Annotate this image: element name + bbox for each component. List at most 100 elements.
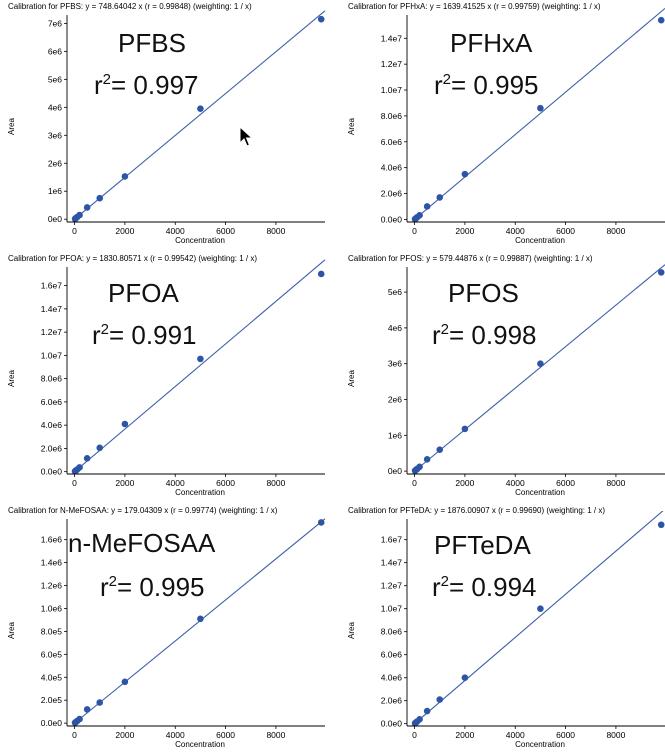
y-tick-label: 4.0e5 bbox=[41, 672, 63, 682]
y-axis-label: Area bbox=[7, 118, 16, 135]
y-tick-label: 1.0e7 bbox=[381, 604, 403, 614]
x-tick-label: 4000 bbox=[166, 730, 185, 740]
y-tick-label: 2.0e6 bbox=[41, 443, 63, 453]
data-point bbox=[436, 194, 444, 201]
y-tick-label: 8.0e6 bbox=[41, 374, 63, 384]
y-axis-label: Area bbox=[347, 622, 356, 639]
y-tick-label: 1e6 bbox=[388, 430, 402, 440]
y-tick-label: 6e6 bbox=[48, 46, 62, 56]
data-point bbox=[657, 521, 665, 529]
y-tick-label: 4.0e6 bbox=[381, 673, 403, 683]
y-tick-label: 0.0e0 bbox=[381, 719, 403, 729]
x-axis-label: Concentration bbox=[515, 740, 565, 749]
x-tick-label: 8000 bbox=[266, 226, 285, 236]
fit-line bbox=[414, 264, 665, 472]
data-point bbox=[461, 170, 469, 178]
compound-label: PFBS bbox=[118, 28, 186, 58]
r-squared-label: r2= 0.997 bbox=[94, 70, 199, 100]
y-tick-label: 3e6 bbox=[388, 359, 402, 369]
chart-title: Calibration for PFHxA: y = 1639.41525 x … bbox=[348, 2, 601, 11]
calibration-chart: Calibration for PFTeDA: y = 1876.00907 x… bbox=[347, 506, 665, 749]
compound-label: PFTeDA bbox=[434, 530, 531, 560]
x-tick-label: 8000 bbox=[606, 478, 625, 488]
y-tick-label: 0.0e0 bbox=[41, 718, 63, 728]
data-point bbox=[416, 211, 423, 219]
fit-line bbox=[74, 259, 326, 473]
chart-title: Calibration for PFBS: y = 748.64042 x (r… bbox=[8, 2, 252, 11]
y-tick-label: 1.6e7 bbox=[381, 535, 403, 545]
data-point bbox=[83, 706, 91, 713]
y-tick-label: 6.0e6 bbox=[41, 397, 63, 407]
y-tick-label: 2.0e6 bbox=[381, 189, 403, 199]
x-tick-label: 6000 bbox=[556, 226, 575, 236]
x-axis-label: Concentration bbox=[515, 488, 565, 497]
data-point bbox=[76, 464, 83, 471]
x-tick-label: 8000 bbox=[606, 226, 625, 236]
x-tick-label: 0 bbox=[412, 478, 417, 488]
y-tick-label: 1.2e7 bbox=[41, 327, 63, 337]
y-tick-label: 4.0e6 bbox=[41, 420, 63, 430]
x-tick-label: 2000 bbox=[455, 478, 474, 488]
calibration-chart: Calibration for PFHxA: y = 1639.41525 x … bbox=[347, 2, 665, 245]
r-squared-label: r2= 0.994 bbox=[432, 572, 537, 602]
data-point bbox=[436, 446, 444, 453]
data-point bbox=[436, 696, 444, 703]
x-tick-label: 6000 bbox=[216, 226, 235, 236]
y-tick-label: 2e6 bbox=[48, 158, 62, 168]
y-tick-label: 8.0e5 bbox=[41, 626, 63, 636]
y-tick-label: 4e6 bbox=[48, 102, 62, 112]
y-tick-label: 6.0e5 bbox=[41, 649, 63, 659]
r-squared-label: r2= 0.991 bbox=[92, 320, 197, 350]
data-point bbox=[121, 420, 129, 428]
calibration-panel: Calibration for PFTeDA: y = 1876.00907 x… bbox=[340, 504, 665, 755]
fit-line bbox=[414, 511, 664, 725]
x-tick-label: 0 bbox=[412, 730, 417, 740]
y-tick-label: 1.6e6 bbox=[41, 535, 63, 545]
y-tick-label: 1.0e7 bbox=[381, 85, 403, 95]
r-squared-label: r2= 0.998 bbox=[432, 320, 537, 350]
x-tick-label: 2000 bbox=[115, 730, 134, 740]
data-point bbox=[121, 173, 129, 180]
x-tick-label: 8000 bbox=[606, 730, 625, 740]
data-point bbox=[197, 615, 204, 623]
y-tick-label: 6.0e6 bbox=[381, 137, 403, 147]
data-point bbox=[76, 211, 83, 219]
data-point bbox=[317, 270, 325, 278]
x-tick-label: 6000 bbox=[216, 730, 235, 740]
compound-label: PFOA bbox=[108, 278, 179, 308]
y-axis-label: Area bbox=[347, 118, 356, 135]
x-tick-label: 4000 bbox=[506, 226, 525, 236]
y-tick-label: 1.4e7 bbox=[41, 304, 63, 314]
data-point bbox=[317, 519, 325, 526]
x-tick-label: 0 bbox=[72, 730, 77, 740]
y-tick-label: 2e6 bbox=[388, 395, 402, 405]
y-tick-label: 6.0e6 bbox=[381, 650, 403, 660]
x-axis-label: Concentration bbox=[515, 236, 565, 245]
x-tick-label: 6000 bbox=[556, 730, 575, 740]
data-point bbox=[537, 605, 544, 612]
calibration-chart: Calibration for PFOA: y = 1830.80571 x (… bbox=[7, 254, 326, 497]
y-tick-label: 1.6e7 bbox=[41, 281, 63, 291]
x-tick-label: 4000 bbox=[166, 226, 185, 236]
chart-title: Calibration for PFOS: y = 579.44876 x (r… bbox=[348, 254, 593, 263]
fit-line bbox=[74, 10, 326, 220]
y-tick-label: 3e6 bbox=[48, 130, 62, 140]
y-tick-label: 1.4e7 bbox=[381, 558, 403, 568]
r-squared-label: r2= 0.995 bbox=[434, 70, 539, 100]
data-point bbox=[423, 707, 431, 715]
data-point bbox=[83, 204, 91, 211]
calibration-panel: Calibration for PFHxA: y = 1639.41525 x … bbox=[340, 0, 665, 251]
x-axis-label: Concentration bbox=[175, 488, 225, 497]
y-tick-label: 1.0e7 bbox=[41, 350, 63, 360]
data-point bbox=[657, 269, 665, 276]
y-tick-label: 4.0e6 bbox=[381, 163, 403, 173]
y-tick-label: 1.0e6 bbox=[41, 603, 63, 613]
y-tick-label: 2.0e5 bbox=[41, 695, 63, 705]
data-point bbox=[96, 194, 104, 202]
data-point bbox=[83, 455, 91, 462]
data-point bbox=[657, 16, 665, 24]
data-point bbox=[76, 715, 83, 723]
calibration-panel: Calibration for PFOA: y = 1830.80571 x (… bbox=[0, 252, 332, 503]
calibration-chart: Calibration for PFBS: y = 748.64042 x (r… bbox=[7, 2, 326, 245]
x-tick-label: 4000 bbox=[506, 730, 525, 740]
